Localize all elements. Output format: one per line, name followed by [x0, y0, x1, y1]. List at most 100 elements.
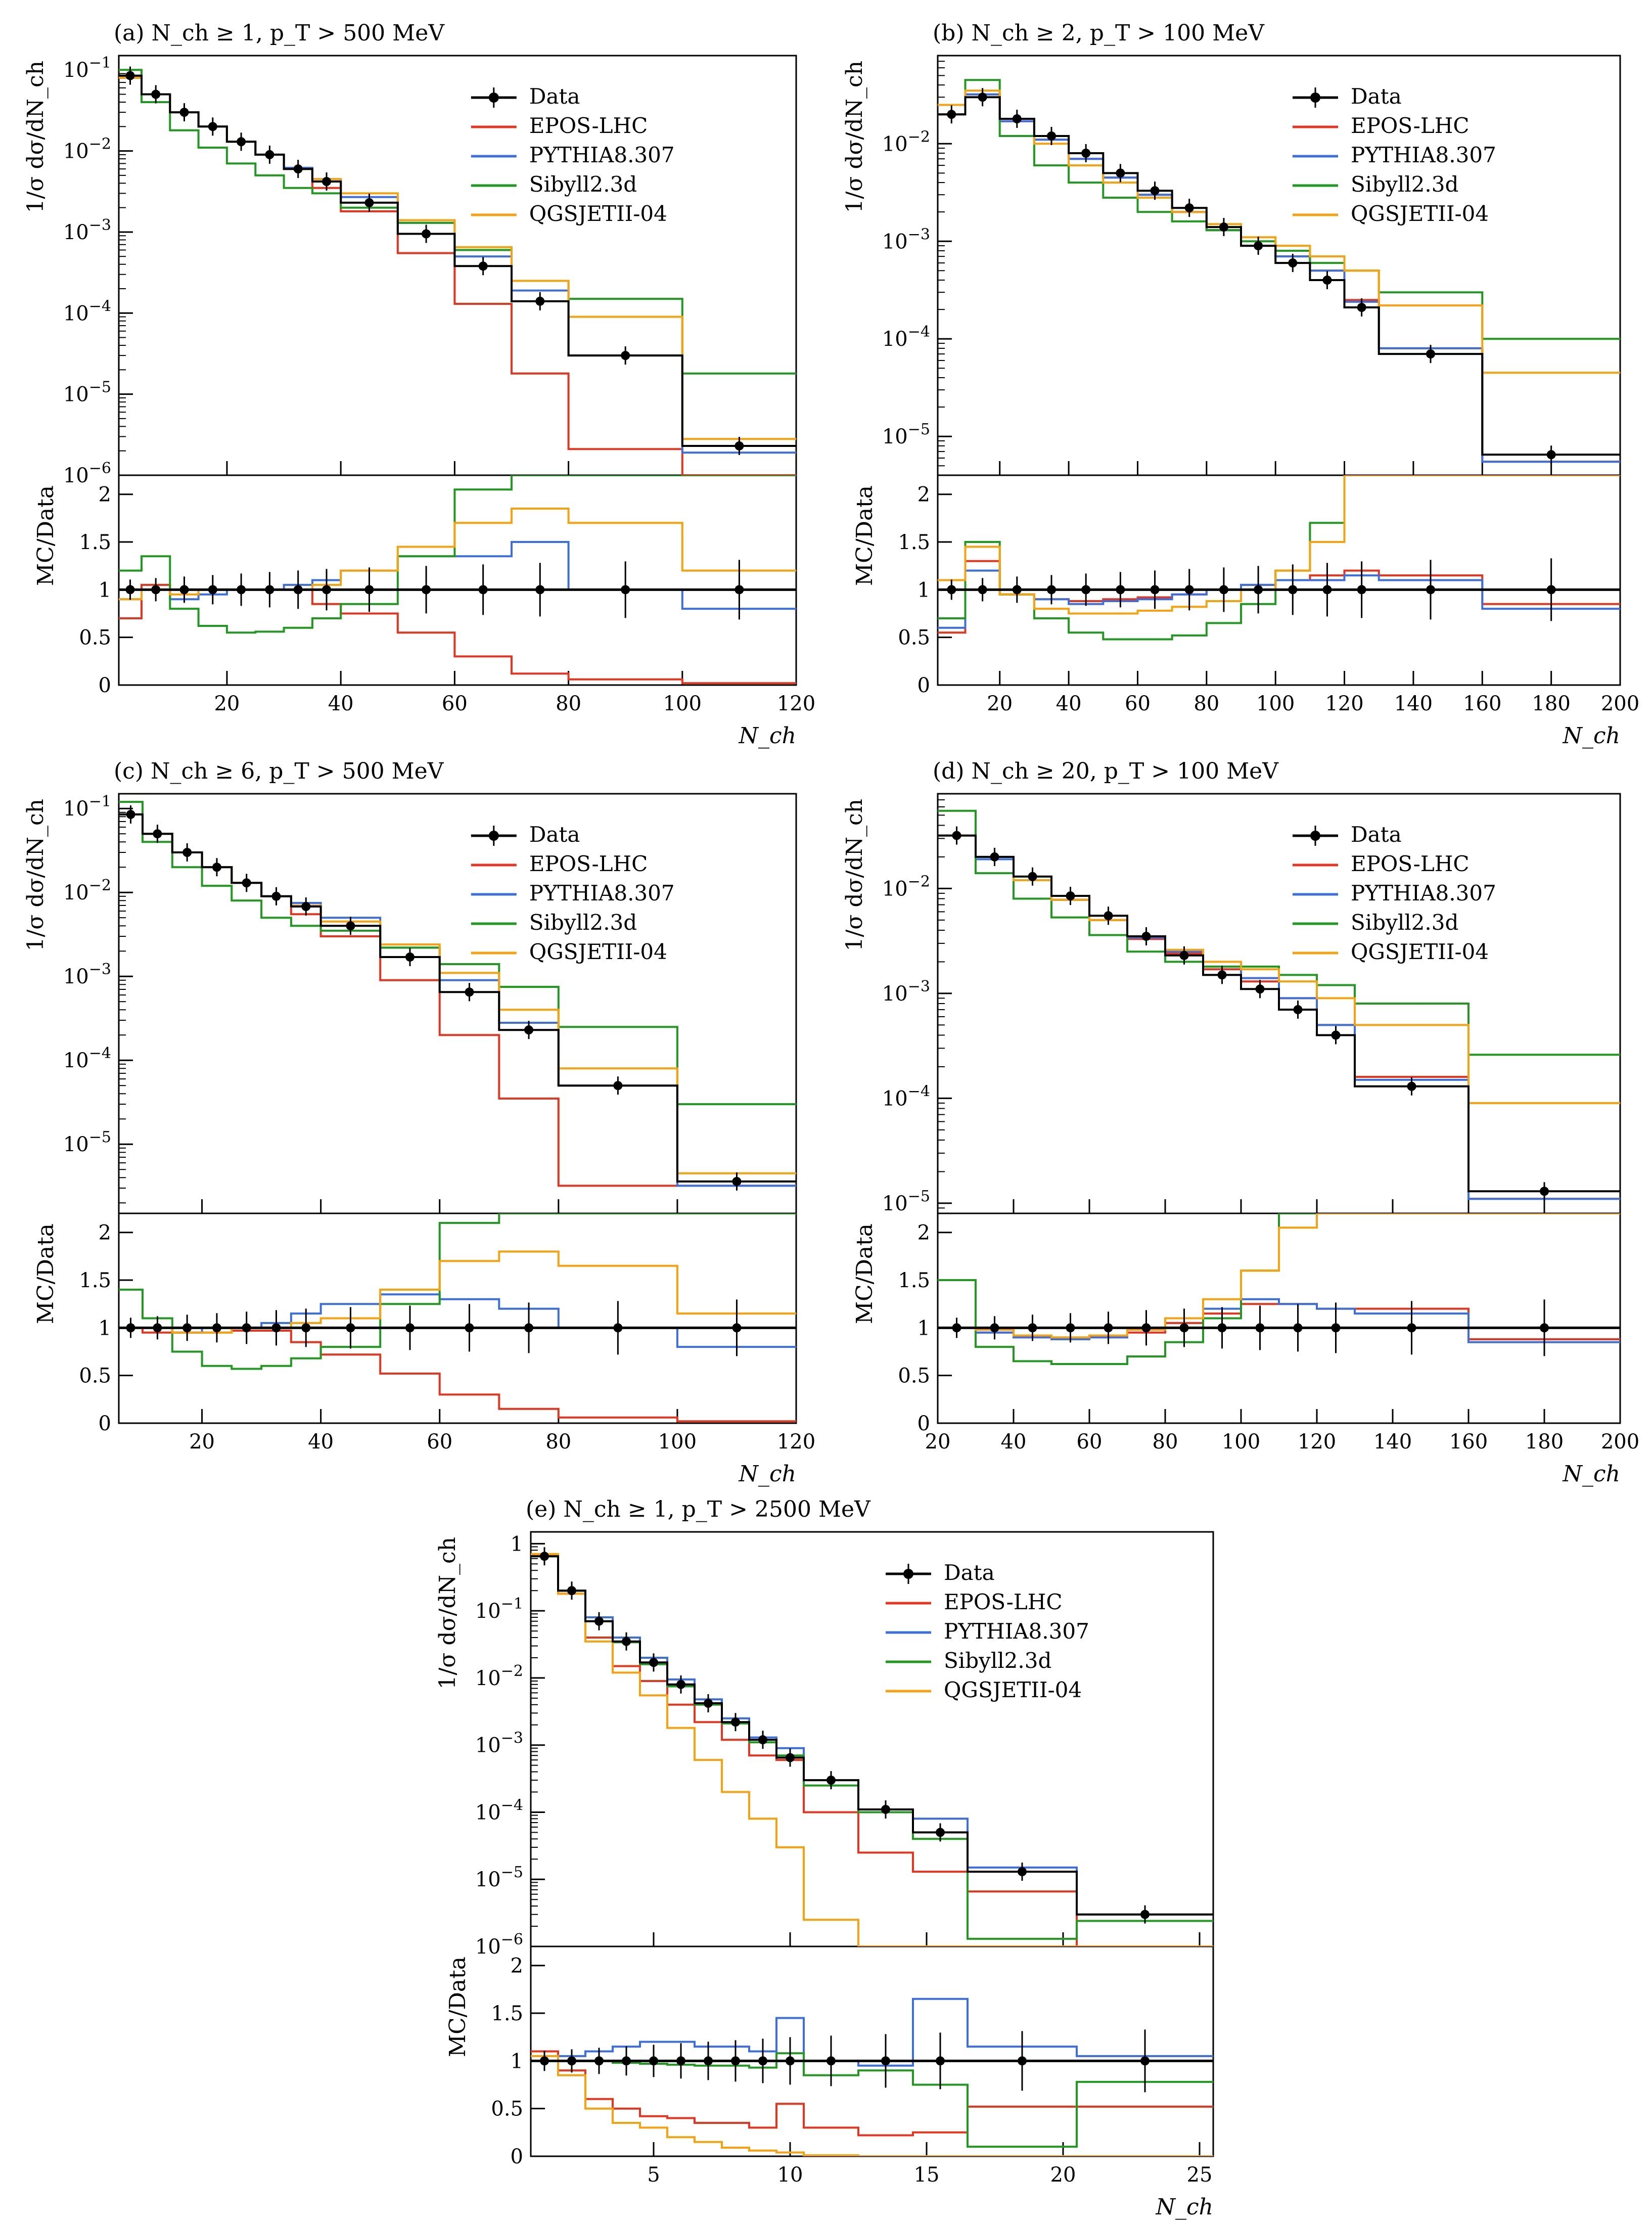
ratio-line-epos-lhc: [119, 1327, 796, 1423]
ratio-line-qgsjetii-04: [119, 1250, 796, 1334]
x-axis-label: N_ch: [739, 1461, 796, 1487]
ratio-line-sibyll2-3d: [119, 475, 796, 634]
data-point: [952, 831, 961, 840]
ratio-y-tick-label: 1: [99, 578, 111, 602]
x-tick-label: 100: [663, 692, 702, 715]
x-tick-label: 20: [987, 692, 1013, 715]
x-tick-label: 160: [1463, 692, 1501, 715]
x-tick-label: 20: [1050, 2163, 1076, 2187]
y-tick-label: 10−4: [882, 323, 930, 351]
legend-label-qgsjetii-04: QGSJETII-04: [1351, 939, 1489, 964]
x-tick-label: 100: [658, 1430, 697, 1454]
data-point: [1331, 1030, 1341, 1040]
x-axis-label: N_ch: [1563, 723, 1620, 749]
x-tick-label: 60: [427, 1430, 452, 1454]
y-tick-label: 10−6: [63, 460, 111, 487]
data-point: [786, 1753, 795, 1762]
main-plot-frame: [937, 55, 1621, 476]
data-point: [242, 878, 251, 888]
chart-panel-0: (a) N_ch ≥ 1, p_T > 500 MeV 10−6 10−5 10−4 1…: [23, 20, 815, 749]
x-tick-label: 120: [1325, 692, 1363, 715]
data-point: [540, 1552, 549, 1561]
ratio-line-sibyll2-3d: [119, 1213, 796, 1370]
y-tick-label: 10−4: [475, 1796, 523, 1824]
data-point: [125, 71, 135, 80]
series-line-sibyll2-3d: [531, 1555, 1213, 1940]
legend-label-epos-lhc: EPOS-LHC: [1351, 851, 1470, 876]
x-tick-label: 40: [1001, 1430, 1027, 1454]
ratio-y-tick-label: 1.5: [898, 531, 930, 554]
data-point: [990, 852, 999, 861]
ratio-y-tick-label: 1.5: [79, 531, 111, 554]
legend-label-sibyll2-3d: Sibyll2.3d: [529, 172, 637, 197]
x-axis-label: N_ch: [1156, 2194, 1213, 2220]
x-tick-label: 80: [556, 692, 581, 715]
y-tick-label: 10−2: [882, 873, 930, 900]
data-point: [346, 921, 355, 931]
data-point: [322, 177, 332, 187]
x-tick-label: 80: [1194, 692, 1219, 715]
ratio-line-sibyll2-3d: [531, 2052, 1213, 2148]
x-tick-label: 100: [1256, 692, 1295, 715]
y-tick-label: 10−3: [63, 216, 111, 244]
data-point: [179, 108, 189, 117]
data-point: [649, 1658, 658, 1667]
legend-label-epos-lhc: EPOS-LHC: [1351, 113, 1470, 138]
y-tick-label: 10−1: [475, 1595, 523, 1623]
data-point: [827, 1776, 836, 1785]
series-line-epos-lhc: [938, 93, 1620, 463]
data-point: [364, 198, 374, 207]
ratio-y-tick-label: 1.5: [898, 1269, 930, 1292]
data-point: [1028, 872, 1037, 881]
data-point: [613, 1081, 623, 1091]
ratio-line-epos-lhc: [938, 560, 1620, 634]
ratio-y-tick-label: 0.5: [898, 1365, 930, 1388]
x-tick-label: 140: [1394, 692, 1433, 715]
y-tick-label: 10−3: [63, 961, 111, 988]
data-point: [731, 1717, 740, 1727]
series-line-data: [938, 834, 1620, 1193]
series-line-sibyll2-3d: [119, 801, 796, 1105]
ratio-line-sibyll2-3d: [938, 475, 1620, 641]
y-tick-label: 10−2: [475, 1662, 523, 1690]
y-tick-label: 10−5: [475, 1864, 523, 1891]
ratio-line-pythia8-307: [531, 1998, 1213, 2067]
y-tick-label: 10−4: [63, 297, 111, 325]
x-axis-label: N_ch: [1563, 1461, 1620, 1487]
ratio-y-tick-label: 1: [917, 578, 930, 602]
ratio-line-epos-lhc: [938, 1303, 1620, 1340]
y-tick-label: 10−5: [63, 379, 111, 406]
legend-label-qgsjetii-04: QGSJETII-04: [1351, 201, 1489, 226]
data-point: [1407, 1081, 1416, 1091]
x-tick-label: 140: [1373, 1430, 1412, 1454]
data-point: [1140, 1910, 1150, 1919]
ratio-y-tick-label: 2: [99, 483, 111, 507]
y-tick-label: 10−3: [475, 1730, 523, 1757]
ratio-y-axis-label: MC/Data: [852, 485, 878, 586]
data-point: [1047, 131, 1056, 141]
data-point: [524, 1025, 534, 1035]
x-tick-label: 40: [308, 1430, 334, 1454]
series-line-qgsjetii-04: [531, 1553, 1213, 1946]
legend-label-qgsjetii-04: QGSJETII-04: [529, 201, 667, 226]
ratio-line-qgsjetii-04: [938, 1213, 1620, 1339]
data-point: [1018, 1867, 1027, 1877]
y-axis-label: 1/σ dσ/dN_ch: [23, 799, 49, 951]
legend-label-data: Data: [529, 822, 580, 847]
x-tick-label: 20: [189, 1430, 215, 1454]
ratio-line-qgsjetii-04: [119, 508, 796, 601]
series-line-pythia8-307: [119, 813, 796, 1187]
x-tick-label: 15: [914, 2163, 940, 2187]
y-tick-label: 10−2: [63, 135, 111, 163]
x-tick-label: 20: [214, 692, 240, 715]
x-tick-label: 120: [777, 1430, 815, 1454]
data-point: [1217, 970, 1227, 980]
data-point: [676, 1680, 685, 1689]
legend-label-qgsjetii-04: QGSJETII-04: [529, 939, 667, 964]
data-point: [758, 1735, 767, 1745]
panel-title: (a) N_ch ≥ 1, p_T > 500 MeV: [114, 20, 445, 46]
legend-label-epos-lhc: EPOS-LHC: [529, 851, 648, 876]
ratio-y-tick-label: 0: [917, 674, 930, 697]
x-tick-label: 25: [1187, 2163, 1213, 2187]
